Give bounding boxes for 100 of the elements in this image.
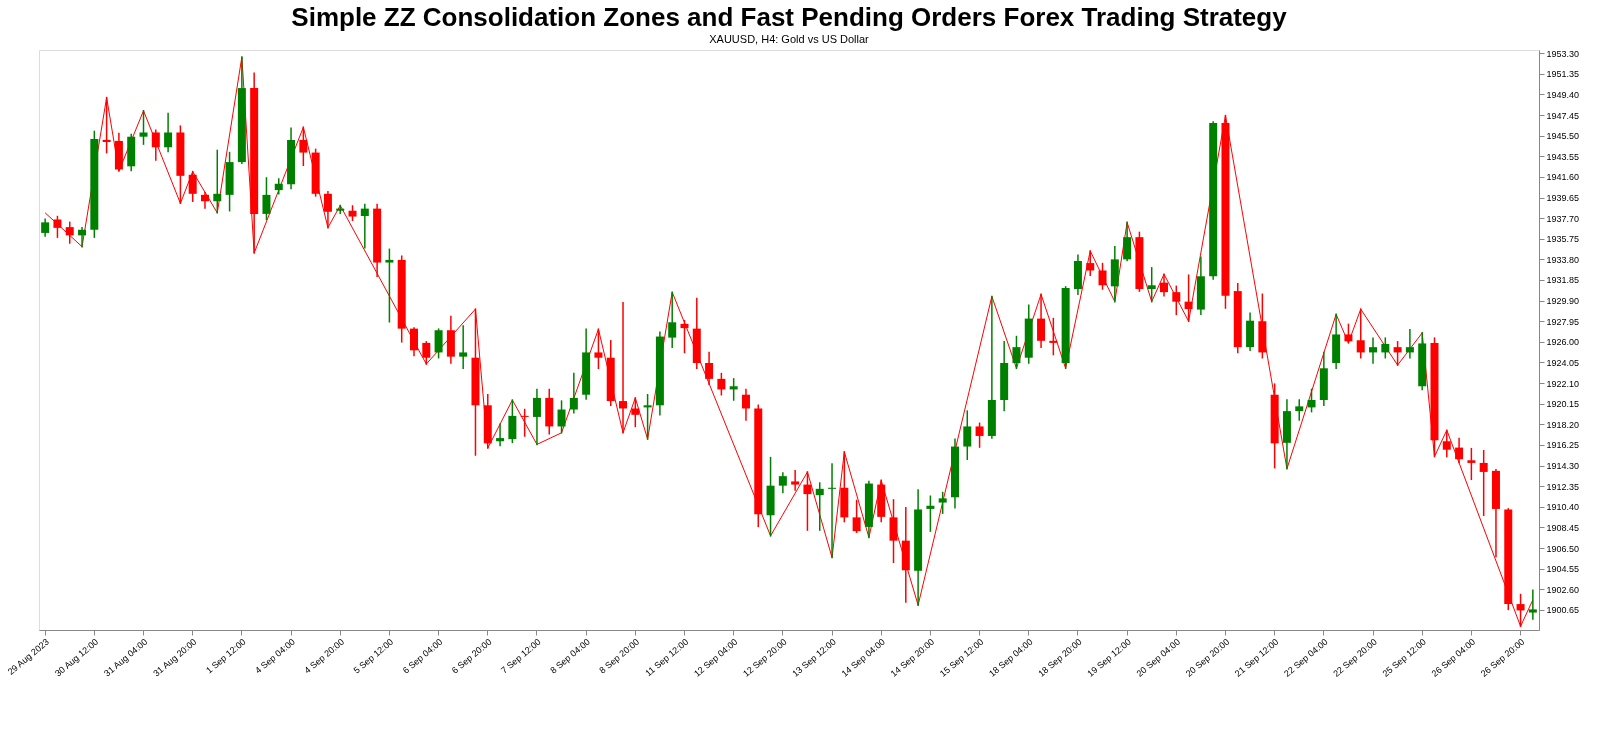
candlestick <box>188 170 197 202</box>
candlestick <box>496 423 505 447</box>
candlestick <box>852 499 861 533</box>
y-tick-label: 1916.25 <box>1546 440 1580 451</box>
y-tick-label: 1933.80 <box>1546 254 1580 265</box>
candlestick <box>1528 589 1537 620</box>
y-tick-label: 1949.40 <box>1546 89 1580 100</box>
candlestick <box>200 192 209 209</box>
candlestick <box>815 482 824 531</box>
candlestick <box>65 221 74 244</box>
candlestick <box>938 491 947 514</box>
candlestick <box>717 372 726 396</box>
y-tick-label: 1937.70 <box>1546 213 1580 224</box>
candlestick <box>410 327 418 357</box>
candlestick <box>926 495 935 532</box>
candlestick <box>1467 447 1476 481</box>
y-tick-label: 1929.90 <box>1546 296 1580 307</box>
y-tick-label: 1914.30 <box>1546 461 1580 472</box>
candlestick <box>631 397 640 428</box>
candlestick <box>1356 308 1365 359</box>
candlestick <box>360 203 369 249</box>
y-tick-label: 1931.85 <box>1546 275 1580 286</box>
candlestick <box>1455 437 1464 464</box>
candlestick <box>336 204 345 215</box>
y-tick-label: 1904.55 <box>1546 564 1580 575</box>
candlestick <box>1160 273 1168 297</box>
candlestick <box>963 410 972 460</box>
candlestick <box>1405 328 1414 359</box>
candlestick <box>1369 337 1378 364</box>
y-tick-label: 1945.50 <box>1546 131 1580 142</box>
candlestick <box>1086 250 1095 276</box>
candlestick <box>385 248 394 323</box>
candlestick <box>508 399 517 444</box>
y-tick-label: 1918.20 <box>1546 419 1580 430</box>
y-tick-label: 1910.40 <box>1546 502 1580 513</box>
y-tick-label: 1943.55 <box>1546 151 1580 162</box>
candlestick <box>569 372 578 414</box>
candlestick <box>1012 335 1021 370</box>
candlestick <box>1184 274 1193 322</box>
candlestick <box>323 190 332 229</box>
candlestick <box>299 126 308 167</box>
candlestick <box>668 291 677 348</box>
candlestick <box>741 388 750 421</box>
y-tick-label: 1935.75 <box>1546 234 1580 245</box>
y-tick-label: 1906.50 <box>1546 543 1580 554</box>
y-tick-label: 1939.65 <box>1546 193 1580 204</box>
chart-subtitle: XAUUSD, H4: Gold vs US Dollar <box>709 33 870 46</box>
candlestick <box>619 301 628 434</box>
y-tick-label: 1953.30 <box>1546 48 1580 59</box>
candlestick <box>643 393 652 440</box>
candlestick <box>532 388 541 446</box>
candlestick <box>1479 450 1488 517</box>
candlestick <box>705 351 714 385</box>
candlestick <box>1344 323 1353 344</box>
candlestick <box>1098 262 1107 290</box>
candlestick <box>1307 388 1316 413</box>
candlestick <box>102 96 111 154</box>
candlestick <box>1123 221 1132 262</box>
candlestick <box>1393 341 1402 366</box>
candlestick <box>164 112 173 153</box>
candlestick <box>1295 399 1304 421</box>
y-tick-label: 1902.60 <box>1546 584 1580 595</box>
candlestick <box>151 129 160 161</box>
y-tick-label: 1920.15 <box>1546 399 1580 410</box>
y-tick-label: 1900.65 <box>1546 605 1580 616</box>
candlestick <box>889 499 898 564</box>
candlestick <box>1442 429 1451 458</box>
y-tick-label: 1926.00 <box>1546 337 1580 348</box>
candlestick <box>139 109 148 145</box>
candlestick <box>1381 337 1390 359</box>
candlestick <box>422 341 431 365</box>
candlestick <box>594 328 603 370</box>
candlestick <box>262 177 271 220</box>
candlestick <box>1172 285 1181 316</box>
candlestick <box>778 472 787 494</box>
candlestick <box>434 328 443 359</box>
y-tick-label: 1912.35 <box>1546 481 1580 492</box>
candlestick <box>557 400 566 434</box>
candlestick <box>1049 317 1058 356</box>
candlestick <box>803 471 812 531</box>
candlestick <box>274 178 283 195</box>
y-tick-label: 1927.95 <box>1546 316 1580 327</box>
candlestick <box>213 149 222 214</box>
y-tick-label: 1922.10 <box>1546 378 1580 389</box>
candlestick <box>680 319 689 354</box>
candlestick <box>975 422 984 448</box>
chart-title: Simple ZZ Consolidation Zones and Fast Pending Orders Forex Trading Strategy <box>291 2 1288 33</box>
candlestick <box>520 408 529 437</box>
y-tick-label: 1924.05 <box>1546 357 1580 368</box>
y-tick-label: 1941.60 <box>1546 172 1580 183</box>
candlestick <box>729 378 738 401</box>
candlestick <box>53 215 62 238</box>
candlestick <box>791 470 800 491</box>
candlestick <box>828 463 837 559</box>
candlestick <box>1147 267 1156 303</box>
candlestick <box>459 325 468 370</box>
y-tick-label: 1951.35 <box>1546 69 1580 80</box>
y-tick-label: 1908.45 <box>1546 522 1580 533</box>
candlestick <box>1037 293 1046 348</box>
y-tick-label: 1947.45 <box>1546 110 1580 121</box>
